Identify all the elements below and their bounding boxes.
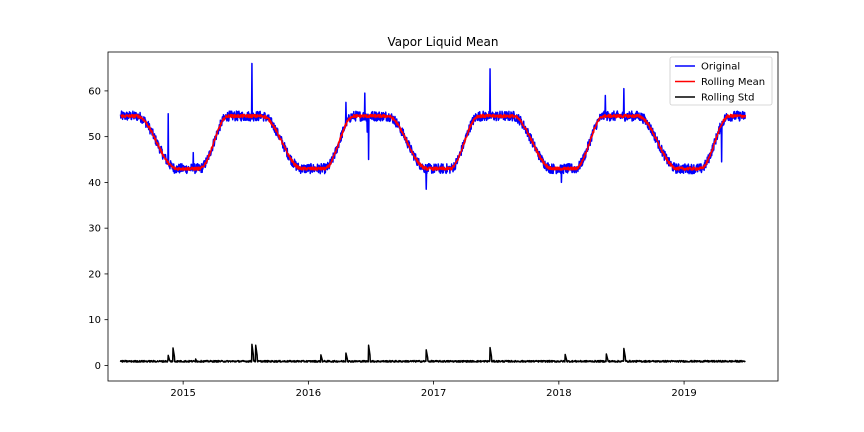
series-line-rolling-std [119,343,746,363]
y-tick-label: 10 [88,315,101,326]
x-tick-label: 2015 [170,388,195,399]
chart-title: Vapor Liquid Mean [387,35,498,49]
x-tick-label: 2016 [296,388,321,399]
x-axis: 2015 2016 2017 2018 2019 [170,381,697,399]
legend-label: Rolling Std [701,93,754,104]
y-tick-label: 0 [95,361,101,372]
y-tick-label: 40 [88,178,101,189]
legend-box [669,56,773,106]
legend-label: Rolling Mean [701,77,765,88]
legend-label: Original [701,62,740,73]
y-tick-label: 30 [88,224,101,235]
y-axis: 0 10 20 30 40 50 60 [88,86,108,372]
plot-area [107,51,779,382]
x-tick-label: 2017 [421,388,446,399]
legend: Original Rolling Mean Rolling Std [669,56,773,106]
x-tick-label: 2018 [546,388,571,399]
x-tick-label: 2019 [671,388,696,399]
series-line-rolling-mean [120,113,747,172]
plot-background [108,52,778,381]
y-tick-label: 60 [88,86,101,97]
y-tick-label: 50 [88,132,101,143]
plot-frame [107,51,779,382]
y-tick-label: 20 [88,269,101,280]
